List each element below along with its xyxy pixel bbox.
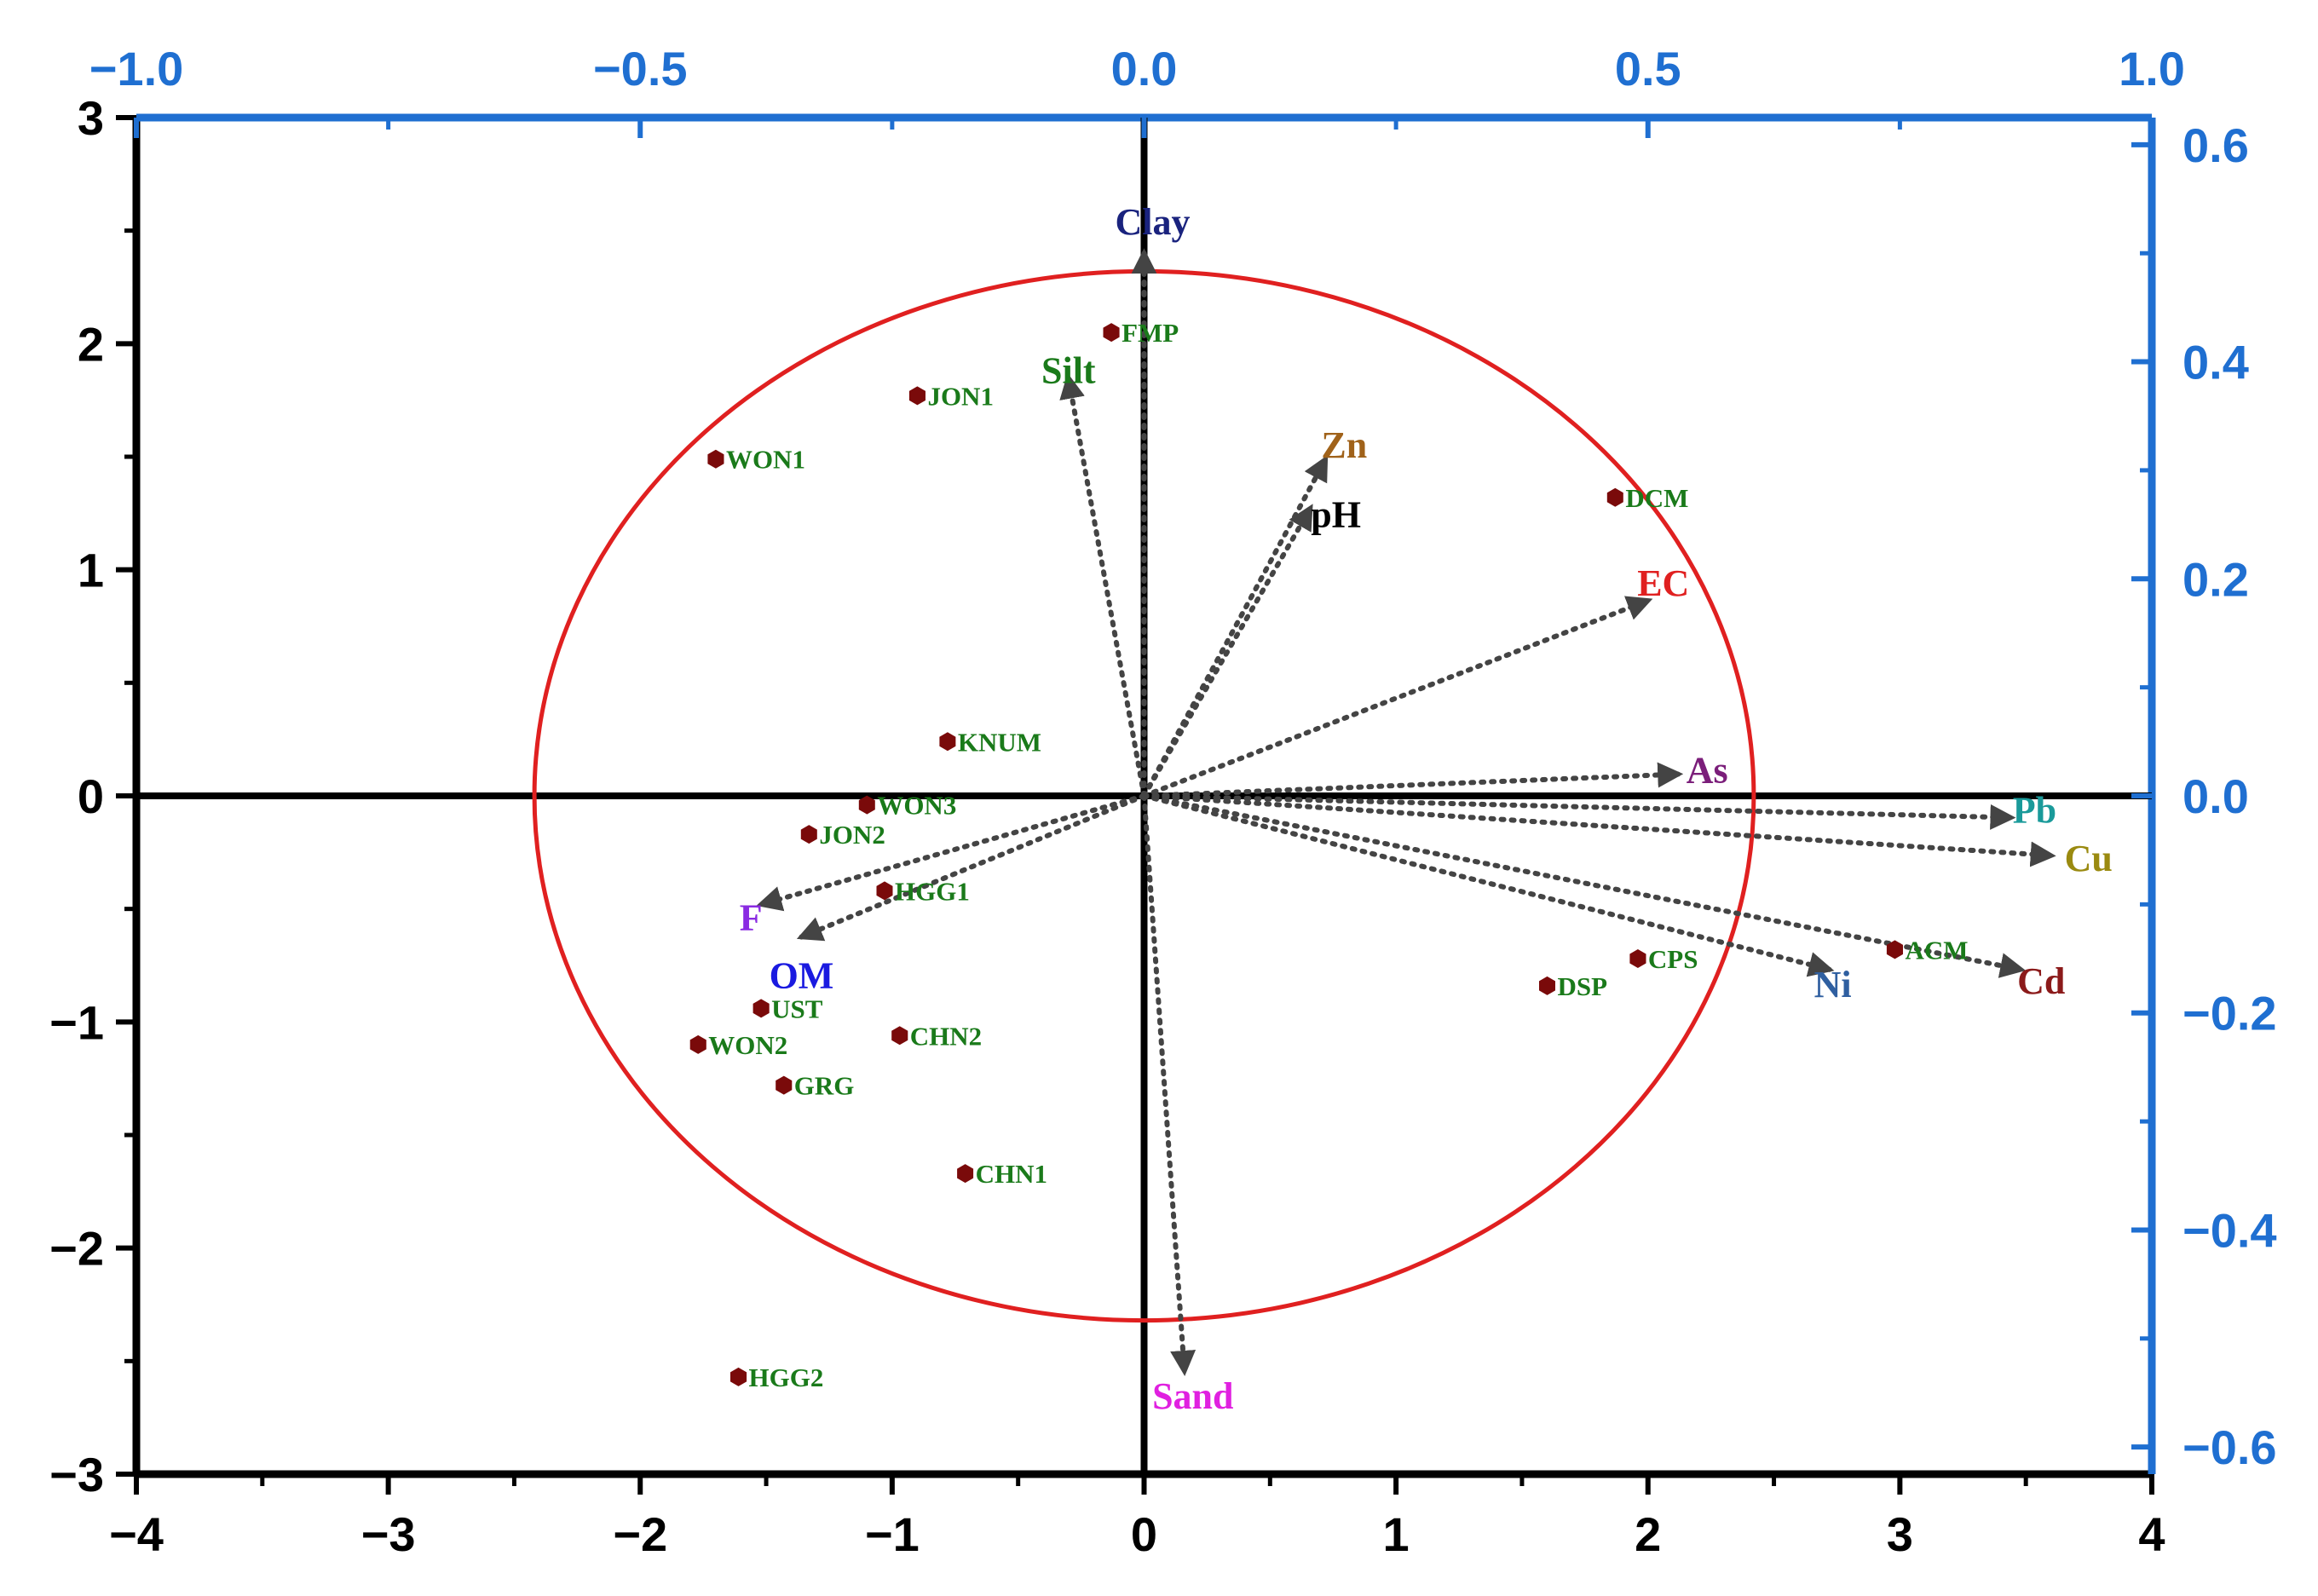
- loading-label: OM: [770, 955, 834, 997]
- loading-label: Clay: [1116, 201, 1191, 243]
- score-label: DCM: [1625, 483, 1688, 513]
- score-label: CHN1: [976, 1159, 1047, 1189]
- score-marker: [1606, 487, 1623, 507]
- left-tick-label: 2: [78, 317, 104, 371]
- loading-arrow: [1141, 762, 1684, 798]
- axis-ticks: [116, 115, 2154, 1495]
- bottom-tick-label: 3: [1887, 1507, 1913, 1561]
- right-tick-label: −0.2: [2182, 987, 2277, 1040]
- loading-arrow: [1141, 793, 2027, 978]
- right-tick-label: 0.6: [2182, 118, 2249, 172]
- score-marker: [908, 386, 925, 406]
- loading-arrow: [1141, 504, 1313, 798]
- score-marker: [1539, 976, 1555, 995]
- left-tick-label: −2: [49, 1222, 104, 1276]
- score-marker: [1103, 323, 1120, 343]
- loading-label: pH: [1311, 493, 1361, 535]
- score-marker: [891, 1026, 908, 1046]
- bottom-tick-label: −1: [865, 1507, 920, 1561]
- loading-label: Ni: [1814, 964, 1852, 1005]
- left-tick-label: 3: [78, 91, 104, 145]
- loading-label: Silt: [1041, 350, 1096, 392]
- score-label: FMP: [1122, 318, 1179, 348]
- bottom-tick-label: −2: [613, 1507, 667, 1561]
- loading-label: Pb: [2013, 789, 2056, 831]
- score-label: HGG2: [749, 1363, 824, 1392]
- top-tick-label: 0.0: [1111, 42, 1178, 95]
- score-marker: [689, 1034, 706, 1054]
- bottom-tick-label: −3: [361, 1507, 416, 1561]
- score-marker: [1886, 940, 1903, 959]
- score-label: ACM: [1905, 935, 1968, 965]
- loading-label: EC: [1637, 562, 1689, 604]
- loading-arrow: [1141, 454, 1329, 798]
- score-marker: [858, 795, 875, 815]
- score-label: DSP: [1558, 971, 1608, 1001]
- loading-arrow: [1141, 793, 2056, 867]
- score-label: WON3: [877, 791, 956, 821]
- score-label: KNUM: [958, 727, 1041, 757]
- bottom-tick-label: 2: [1635, 1507, 1661, 1561]
- score-label: HGG1: [895, 876, 970, 906]
- score-label: JON2: [819, 820, 885, 850]
- loading-label: Cd: [2017, 960, 2065, 1002]
- top-tick-label: 1.0: [2119, 42, 2185, 95]
- score-marker: [752, 999, 770, 1018]
- top-tick-label: −0.5: [593, 42, 688, 95]
- score-marker: [800, 825, 817, 844]
- score-points: [689, 323, 1903, 1386]
- loading-arrow: [1141, 596, 1653, 798]
- left-tick-label: −1: [49, 995, 104, 1049]
- loading-label: Cu: [2065, 838, 2113, 879]
- score-marker: [707, 449, 724, 469]
- right-tick-label: −0.6: [2182, 1420, 2277, 1474]
- loading-label: Sand: [1152, 1375, 1233, 1417]
- top-tick-label: 0.5: [1615, 42, 1681, 95]
- loading-arrow: [1059, 372, 1147, 798]
- score-marker: [957, 1164, 974, 1184]
- bottom-tick-label: −4: [109, 1507, 164, 1561]
- score-marker: [939, 732, 956, 752]
- score-label: CHN2: [910, 1021, 982, 1051]
- right-tick-label: 0.4: [2182, 336, 2249, 389]
- bottom-tick-label: 0: [1131, 1507, 1157, 1561]
- right-tick-label: 0.0: [2182, 769, 2249, 823]
- top-tick-label: −1.0: [89, 42, 184, 95]
- score-label: WON2: [708, 1030, 787, 1060]
- loading-arrow: [756, 793, 1147, 912]
- loading-arrow: [796, 793, 1147, 942]
- score-label: JON1: [927, 381, 994, 411]
- right-tick-label: −0.4: [2182, 1203, 2277, 1257]
- score-label: CPS: [1648, 944, 1698, 974]
- loading-label: F: [740, 896, 763, 938]
- left-tick-label: −3: [49, 1448, 104, 1501]
- loading-arrow: [1141, 793, 2016, 830]
- bottom-tick-label: 4: [2138, 1507, 2165, 1561]
- score-marker: [730, 1367, 747, 1386]
- right-tick-label: 0.2: [2182, 552, 2249, 606]
- loading-arrow: [1141, 793, 1196, 1376]
- loading-label: As: [1687, 750, 1728, 792]
- loading-vectors: [756, 248, 2056, 1376]
- score-label: WON1: [726, 445, 805, 475]
- bottom-tick-label: 1: [1383, 1507, 1410, 1561]
- score-marker: [776, 1075, 793, 1095]
- score-marker: [1629, 949, 1646, 968]
- loading-label: Zn: [1321, 424, 1367, 466]
- score-label: GRG: [794, 1071, 855, 1101]
- left-tick-label: 1: [78, 544, 104, 597]
- left-tick-label: 0: [78, 769, 104, 823]
- loading-arrow: [1141, 793, 1835, 977]
- score-label: UST: [771, 994, 823, 1023]
- score-marker: [876, 881, 893, 901]
